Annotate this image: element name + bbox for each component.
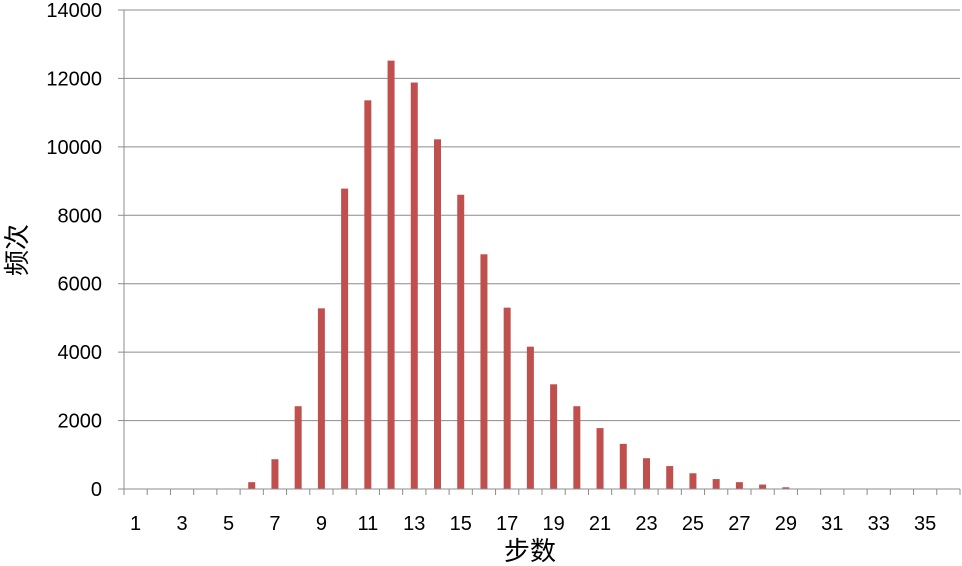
bar xyxy=(712,479,720,489)
y-tick-label: 12000 xyxy=(46,68,102,90)
bar xyxy=(759,484,767,489)
x-tick-label: 15 xyxy=(450,513,472,535)
y-tick-labels: 0 2000 4000 6000 8000 10000 12000 14000 xyxy=(46,0,102,501)
bar xyxy=(619,443,627,489)
x-tick-label: 29 xyxy=(775,513,797,535)
bars xyxy=(248,60,836,490)
bar xyxy=(457,194,465,489)
x-tick-label: 17 xyxy=(496,513,518,535)
bar xyxy=(573,406,581,489)
bar xyxy=(666,466,674,489)
x-tick-label: 31 xyxy=(821,513,843,535)
x-tick-label: 21 xyxy=(589,513,611,535)
bar xyxy=(341,188,349,489)
bar xyxy=(364,100,372,489)
y-tick-label: 2000 xyxy=(58,411,103,433)
x-tick-label: 11 xyxy=(357,513,378,535)
bar xyxy=(294,406,302,489)
bar xyxy=(271,459,279,489)
x-tick-label: 5 xyxy=(223,513,234,535)
x-tick-label: 7 xyxy=(269,513,280,535)
bar xyxy=(782,487,790,489)
bar xyxy=(480,254,488,489)
y-tick-label: 8000 xyxy=(58,205,103,227)
bar xyxy=(503,307,511,489)
bar xyxy=(317,308,325,489)
bar xyxy=(410,82,418,489)
x-tick-label: 33 xyxy=(868,513,890,535)
y-tick-label: 14000 xyxy=(46,0,102,22)
x-axis-title: 步数 xyxy=(504,536,556,566)
x-tick-label: 19 xyxy=(542,513,564,535)
bar xyxy=(526,346,534,489)
x-tick-labels: 1 3 5 7 9 11 13 15 17 19 21 23 25 27 29 31 33 35 xyxy=(130,513,936,535)
gridlines xyxy=(124,9,960,422)
y-tick-label: 6000 xyxy=(58,274,103,296)
bar xyxy=(387,60,395,489)
x-tick-label: 13 xyxy=(403,513,425,535)
y-tick-label: 10000 xyxy=(46,137,102,159)
x-tick-label: 25 xyxy=(682,513,704,535)
x-tick-label: 9 xyxy=(316,513,327,535)
x-tick-label: 35 xyxy=(914,513,936,535)
bar xyxy=(596,428,604,489)
bar xyxy=(735,482,743,489)
bar xyxy=(550,384,558,489)
x-tick-label: 3 xyxy=(176,513,187,535)
x-tick-label: 23 xyxy=(635,513,657,535)
bar xyxy=(434,139,441,489)
x-tick-label: 27 xyxy=(728,513,750,535)
y-tick-label: 4000 xyxy=(58,342,103,364)
bar xyxy=(248,482,256,489)
x-tick-label: 1 xyxy=(130,513,141,535)
bar xyxy=(689,473,697,489)
axes xyxy=(118,9,961,495)
y-tick-label: 0 xyxy=(91,479,102,501)
y-axis-title: 频次 xyxy=(2,224,32,276)
bar xyxy=(643,458,650,489)
